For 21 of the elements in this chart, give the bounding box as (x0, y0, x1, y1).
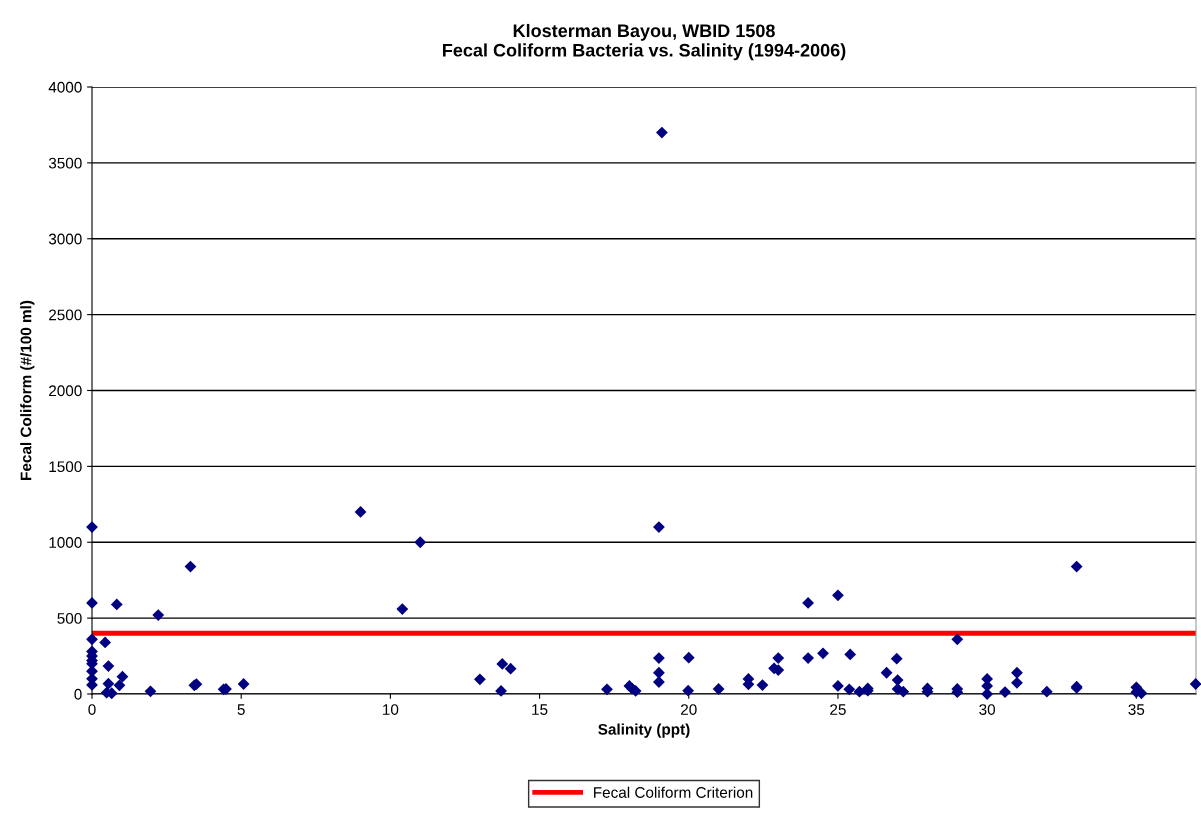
y-tick-label: 0 (74, 688, 82, 700)
y-axis-title: Fecal Coliform (#/100 ml) (20, 300, 35, 480)
y-tick-label: 3500 (48, 157, 82, 169)
x-tick-label: 30 (979, 704, 996, 715)
x-tick-label: 35 (1128, 704, 1145, 715)
y-tick-label: 2500 (49, 309, 82, 321)
x-tick-label: 0 (88, 704, 96, 715)
y-tick-label: 1000 (49, 537, 82, 548)
chart-title: Klosterman Bayou, WBID 1508 Fecal Coliform Bacteria vs. Salinity (1994-2006) (443, 23, 846, 61)
y-tick-label: 500 (57, 612, 82, 624)
y-tick-label: 1500 (49, 461, 82, 473)
y-tick-label: 3000 (48, 233, 82, 245)
x-tick-label: 5 (237, 704, 245, 715)
legend-label: Fecal Coliform Criterion (594, 786, 753, 798)
x-tick-label: 20 (681, 704, 697, 715)
y-tick-label: 4000 (48, 81, 82, 93)
x-tick-label: 10 (383, 704, 399, 715)
x-axis-title: Salinity (ppt) (598, 723, 690, 738)
x-tick-label: 15 (532, 704, 548, 715)
x-tick-label: 25 (830, 704, 846, 715)
y-tick-label: 2000 (49, 385, 82, 397)
